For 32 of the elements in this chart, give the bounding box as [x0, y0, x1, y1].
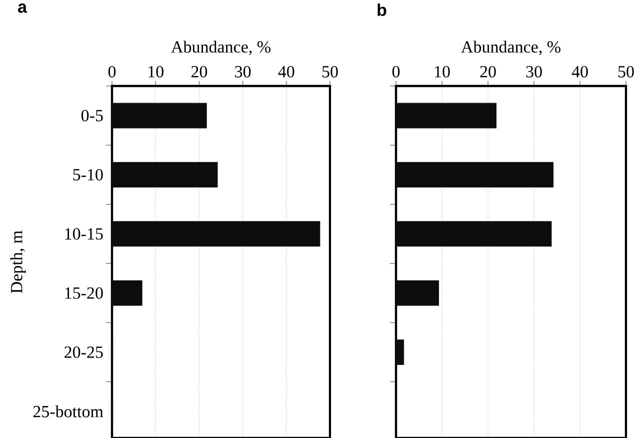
y-axis-title: Depth, m	[10, 230, 26, 294]
bar	[396, 221, 552, 247]
bar	[112, 162, 218, 188]
x-axis-title: Abundance, %	[461, 40, 560, 56]
bar	[396, 162, 554, 188]
x-tick-label: 20	[191, 66, 208, 78]
bar	[112, 221, 320, 247]
x-tick-label: 50	[322, 66, 338, 78]
bar	[396, 280, 439, 306]
bar	[396, 340, 404, 365]
x-tick-label: 40	[278, 66, 294, 78]
bar	[112, 280, 142, 306]
x-tick-label: 20	[480, 66, 496, 78]
chart-title: a	[18, 4, 28, 13]
y-tick-label: 10-15	[65, 228, 103, 240]
x-tick-label: 0	[392, 66, 400, 78]
bar	[396, 102, 496, 128]
x-tick-label: 0	[108, 66, 116, 78]
x-tick-label: 50	[618, 66, 634, 78]
x-tick-label: 10	[434, 66, 450, 78]
y-tick-label: 20-25	[64, 346, 103, 358]
x-axis-title: Abundance, %	[171, 40, 270, 56]
x-tick-label: 40	[572, 66, 588, 78]
bar	[112, 102, 207, 128]
y-tick-label: 0-5	[81, 110, 103, 122]
y-tick-label: 25-bottom	[33, 405, 104, 418]
x-tick-label: 30	[235, 66, 251, 78]
chart-title: b	[378, 4, 386, 16]
x-tick-label: 30	[526, 66, 542, 78]
y-tick-label: 5-10	[73, 168, 103, 180]
y-tick-label: 15-20	[65, 287, 103, 299]
x-tick-label: 10	[148, 66, 164, 78]
